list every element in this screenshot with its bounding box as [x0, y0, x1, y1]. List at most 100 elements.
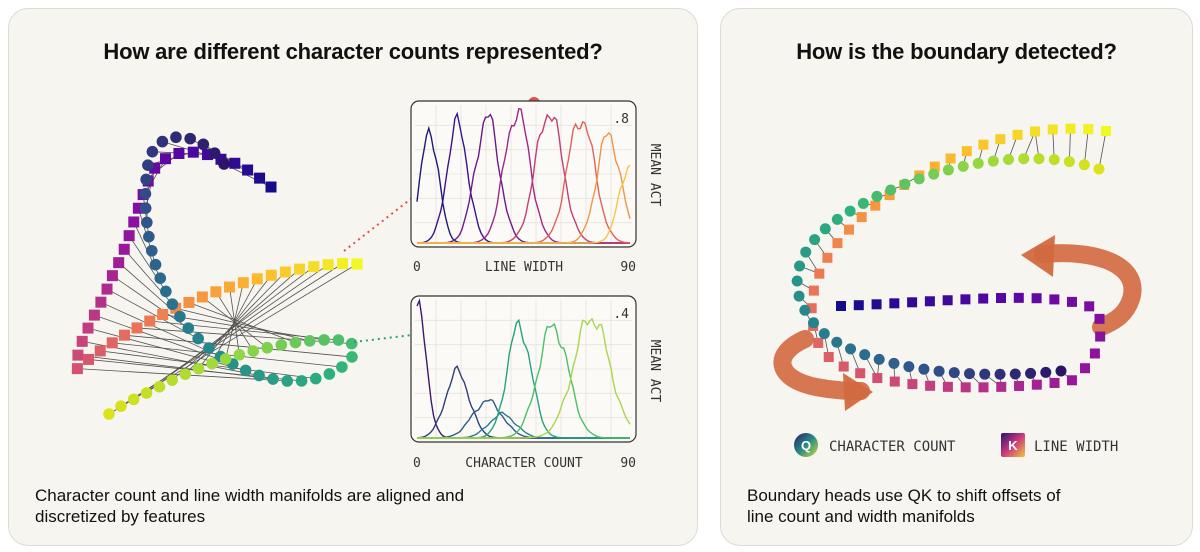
character-count-point	[345, 337, 358, 350]
character-count-point	[156, 135, 169, 148]
line-width-point	[813, 337, 824, 348]
line-width-point	[83, 353, 95, 365]
line-width-point	[132, 202, 144, 214]
line-width-point	[1083, 124, 1094, 135]
character-count-point	[1018, 153, 1030, 165]
character-count-point	[1033, 153, 1045, 165]
manifold-chord	[171, 268, 300, 381]
character-count-point	[831, 336, 843, 348]
line-width-point	[1049, 294, 1060, 305]
character-count-point	[203, 342, 215, 354]
character-count-point	[289, 336, 302, 349]
manifold-chord	[87, 327, 246, 371]
character-count-point	[987, 155, 999, 167]
manifold-chord	[94, 314, 233, 365]
line-width-point	[224, 281, 236, 293]
line-width-point	[123, 230, 135, 242]
line-width-point	[173, 147, 185, 159]
line-width-point	[814, 268, 825, 279]
character-count-point	[295, 375, 308, 387]
line-width-point	[832, 238, 843, 249]
character-count-point	[323, 368, 336, 380]
character-count-point	[139, 202, 152, 214]
character-count-point	[103, 408, 115, 420]
character-count-point	[261, 341, 274, 354]
character-count-point	[979, 368, 991, 380]
line-width-point	[279, 266, 291, 278]
character-count-point	[903, 361, 915, 373]
line-width-point	[251, 273, 263, 285]
character-count-point	[219, 353, 232, 365]
line-width-point	[870, 200, 881, 211]
line-width-point	[995, 134, 1006, 145]
character-count-point	[913, 173, 925, 185]
line-width-point	[1014, 380, 1025, 391]
character-count-point	[928, 168, 940, 180]
top-plot-xmin-label: 0	[413, 260, 421, 275]
line-width-point	[853, 300, 864, 311]
line-width-point	[823, 352, 834, 363]
line-width-point	[872, 373, 883, 384]
line-width-point	[960, 294, 971, 305]
line-width-point	[72, 349, 84, 361]
line-width-point	[925, 380, 936, 391]
character-count-legend-icon	[794, 433, 818, 457]
character-count-point	[1055, 365, 1067, 377]
character-count-point	[239, 364, 252, 377]
line-width-point	[996, 293, 1007, 304]
line-width-point	[210, 286, 222, 298]
boundary-chord	[1068, 128, 1071, 162]
line-width-point	[961, 146, 972, 157]
character-count-point	[154, 272, 167, 285]
character-count-point	[309, 372, 322, 385]
manifold-chord	[184, 271, 286, 375]
line-width-point	[1031, 293, 1042, 304]
character-count-point	[857, 197, 869, 209]
character-count-point	[303, 335, 316, 347]
character-count-point	[1063, 156, 1075, 168]
line-width-point	[144, 315, 156, 327]
line-width-point	[942, 381, 953, 392]
bottom-plot-ymax-label: .4	[613, 307, 629, 322]
line-width-point	[871, 299, 882, 310]
character-count-point	[808, 317, 820, 329]
character-count-point	[140, 387, 153, 399]
character-count-point	[139, 188, 152, 200]
line-width-point	[945, 153, 956, 164]
character-count-point	[145, 244, 158, 257]
line-width-point	[1012, 129, 1023, 140]
character-count-point	[233, 349, 246, 361]
boundary-chord	[1083, 129, 1089, 165]
line-width-point	[806, 303, 817, 314]
character-count-point	[793, 290, 805, 302]
line-width-point	[822, 252, 833, 263]
character-count-point	[859, 349, 871, 361]
line-width-point	[183, 296, 195, 308]
manifold-chord	[175, 307, 310, 342]
line-width-point	[836, 301, 846, 311]
left-caption-line1: Character count and line width manifolds…	[35, 486, 465, 505]
manifold-chord	[142, 194, 150, 237]
line-width-point	[88, 309, 100, 321]
boundary-manifold	[773, 123, 1142, 411]
manifold-chord	[146, 181, 149, 223]
character-count-point	[140, 173, 152, 186]
legend-character-count-label: CHARACTER COUNT	[829, 439, 956, 455]
character-count-point	[1009, 368, 1021, 380]
line-width-point	[119, 329, 131, 341]
line-width-point	[1013, 292, 1024, 303]
character-count-point	[799, 304, 811, 316]
manifold-chord	[188, 302, 296, 343]
line-width-point	[978, 382, 989, 393]
character-count-point	[346, 351, 358, 363]
legend: Q CHARACTER COUNT K LINE WIDTH	[794, 433, 1118, 457]
line-width-point	[1065, 123, 1076, 134]
character-count-point	[206, 357, 218, 370]
line-width-point	[118, 243, 130, 255]
right-diagram: Q CHARACTER COUNT K LINE WIDTH	[773, 123, 1142, 457]
bottom-plot-xmax-label: 90	[620, 456, 636, 471]
line-width-point	[1080, 363, 1091, 374]
character-count-point	[218, 158, 230, 170]
character-count-point	[899, 178, 911, 190]
line-width-point	[996, 381, 1007, 392]
